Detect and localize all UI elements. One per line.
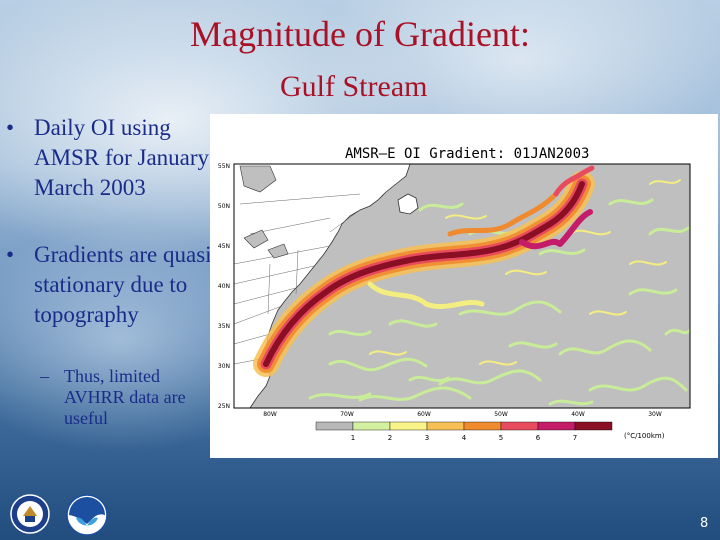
colorbar-segment [574,421,613,431]
gulf-stream-core [263,181,585,367]
colorbar-ticks: 1 2 3 4 5 6 7 [351,434,577,442]
bullet-marker: • [6,242,15,267]
colorbar-tick: 7 [573,434,577,442]
map-plot-area [234,164,690,408]
lat-label: 25N [218,403,230,410]
gradient-map-svg: AMSR—E OI Gradient: 01JAN2003 [218,146,691,442]
lat-labels: 55N 50N 45N 40N 35N 30N 25N [218,163,230,410]
great-lakes-erie [267,243,289,259]
lon-labels: 80W 70W 60W 50W 40W 30W [263,411,662,418]
colorbar-tick: 6 [536,434,541,442]
doc-seal-icon [10,494,50,534]
colorbar-segment [463,421,502,431]
lat-label: 30N [218,363,230,370]
sub-bullet-text: Thus, limited AVHRR data are useful [64,366,186,428]
newfoundland-land [397,193,419,215]
colorbar-segment [352,421,391,431]
bullet-marker: • [6,115,15,140]
gulf-stream-south-eddies [367,281,485,310]
lat-label: 45N [218,243,230,250]
lon-label: 40W [571,411,585,418]
hudson-bay [239,165,277,193]
colorbar-segment [315,421,354,431]
map-frame [233,163,691,409]
colorbar-tick: 2 [388,434,392,442]
slide-subtitle: Gulf Stream [280,70,428,103]
lon-label: 70W [340,411,354,418]
colorbar-segment [500,421,539,431]
noaa-logo-icon [66,494,108,536]
gradient-map-figure: AMSR—E OI Gradient: 01JAN2003 [210,114,718,458]
lon-label: 30W [648,411,662,418]
bullet-text: Daily OI using AMSR for January - March … [34,115,223,200]
political-boundaries [234,193,361,365]
colorbar-units: (°C/100km) [624,432,665,440]
colorbar-segment [537,421,576,431]
gulf-stream-meander [519,209,593,250]
colorbar-tick: 1 [351,434,355,442]
gulf-stream [253,165,595,377]
map-title: AMSR—E OI Gradient: 01JAN2003 [345,146,589,162]
gradient-field [308,179,690,406]
north-america-land [234,164,411,408]
lon-label: 50W [494,411,508,418]
colorbar-segment [389,421,428,431]
great-lakes [243,229,269,249]
lat-label: 55N [218,163,230,170]
gradient-low-features [308,198,690,406]
sub-bullet-marker: – [40,366,49,386]
lon-label: 60W [417,411,431,418]
colorbar-tick: 3 [425,434,429,442]
colorbar-tick: 4 [462,434,467,442]
slide-title: Magnitude of Gradient: [190,14,530,54]
page-number: 8 [700,516,709,531]
bullet-text: Gradients are quasi stationary due to to… [34,242,212,327]
colorbar [315,421,613,431]
gulf-stream-north-wall [447,191,559,237]
bullet-daily-oi: • Daily OI using AMSR for January - Marc… [6,113,224,203]
sub-bullet-avhrr: – Thus, limited AVHRR data are useful [40,366,214,429]
lon-label: 80W [263,411,277,418]
lat-label: 50N [218,203,230,210]
lat-label: 40N [218,283,230,290]
gulf-stream-northeast [553,165,595,197]
bullet-gradients: • Gradients are quasi stationary due to … [6,240,224,330]
lat-label: 35N [218,323,230,330]
colorbar-segment [426,421,465,431]
colorbar-tick: 5 [499,434,503,442]
